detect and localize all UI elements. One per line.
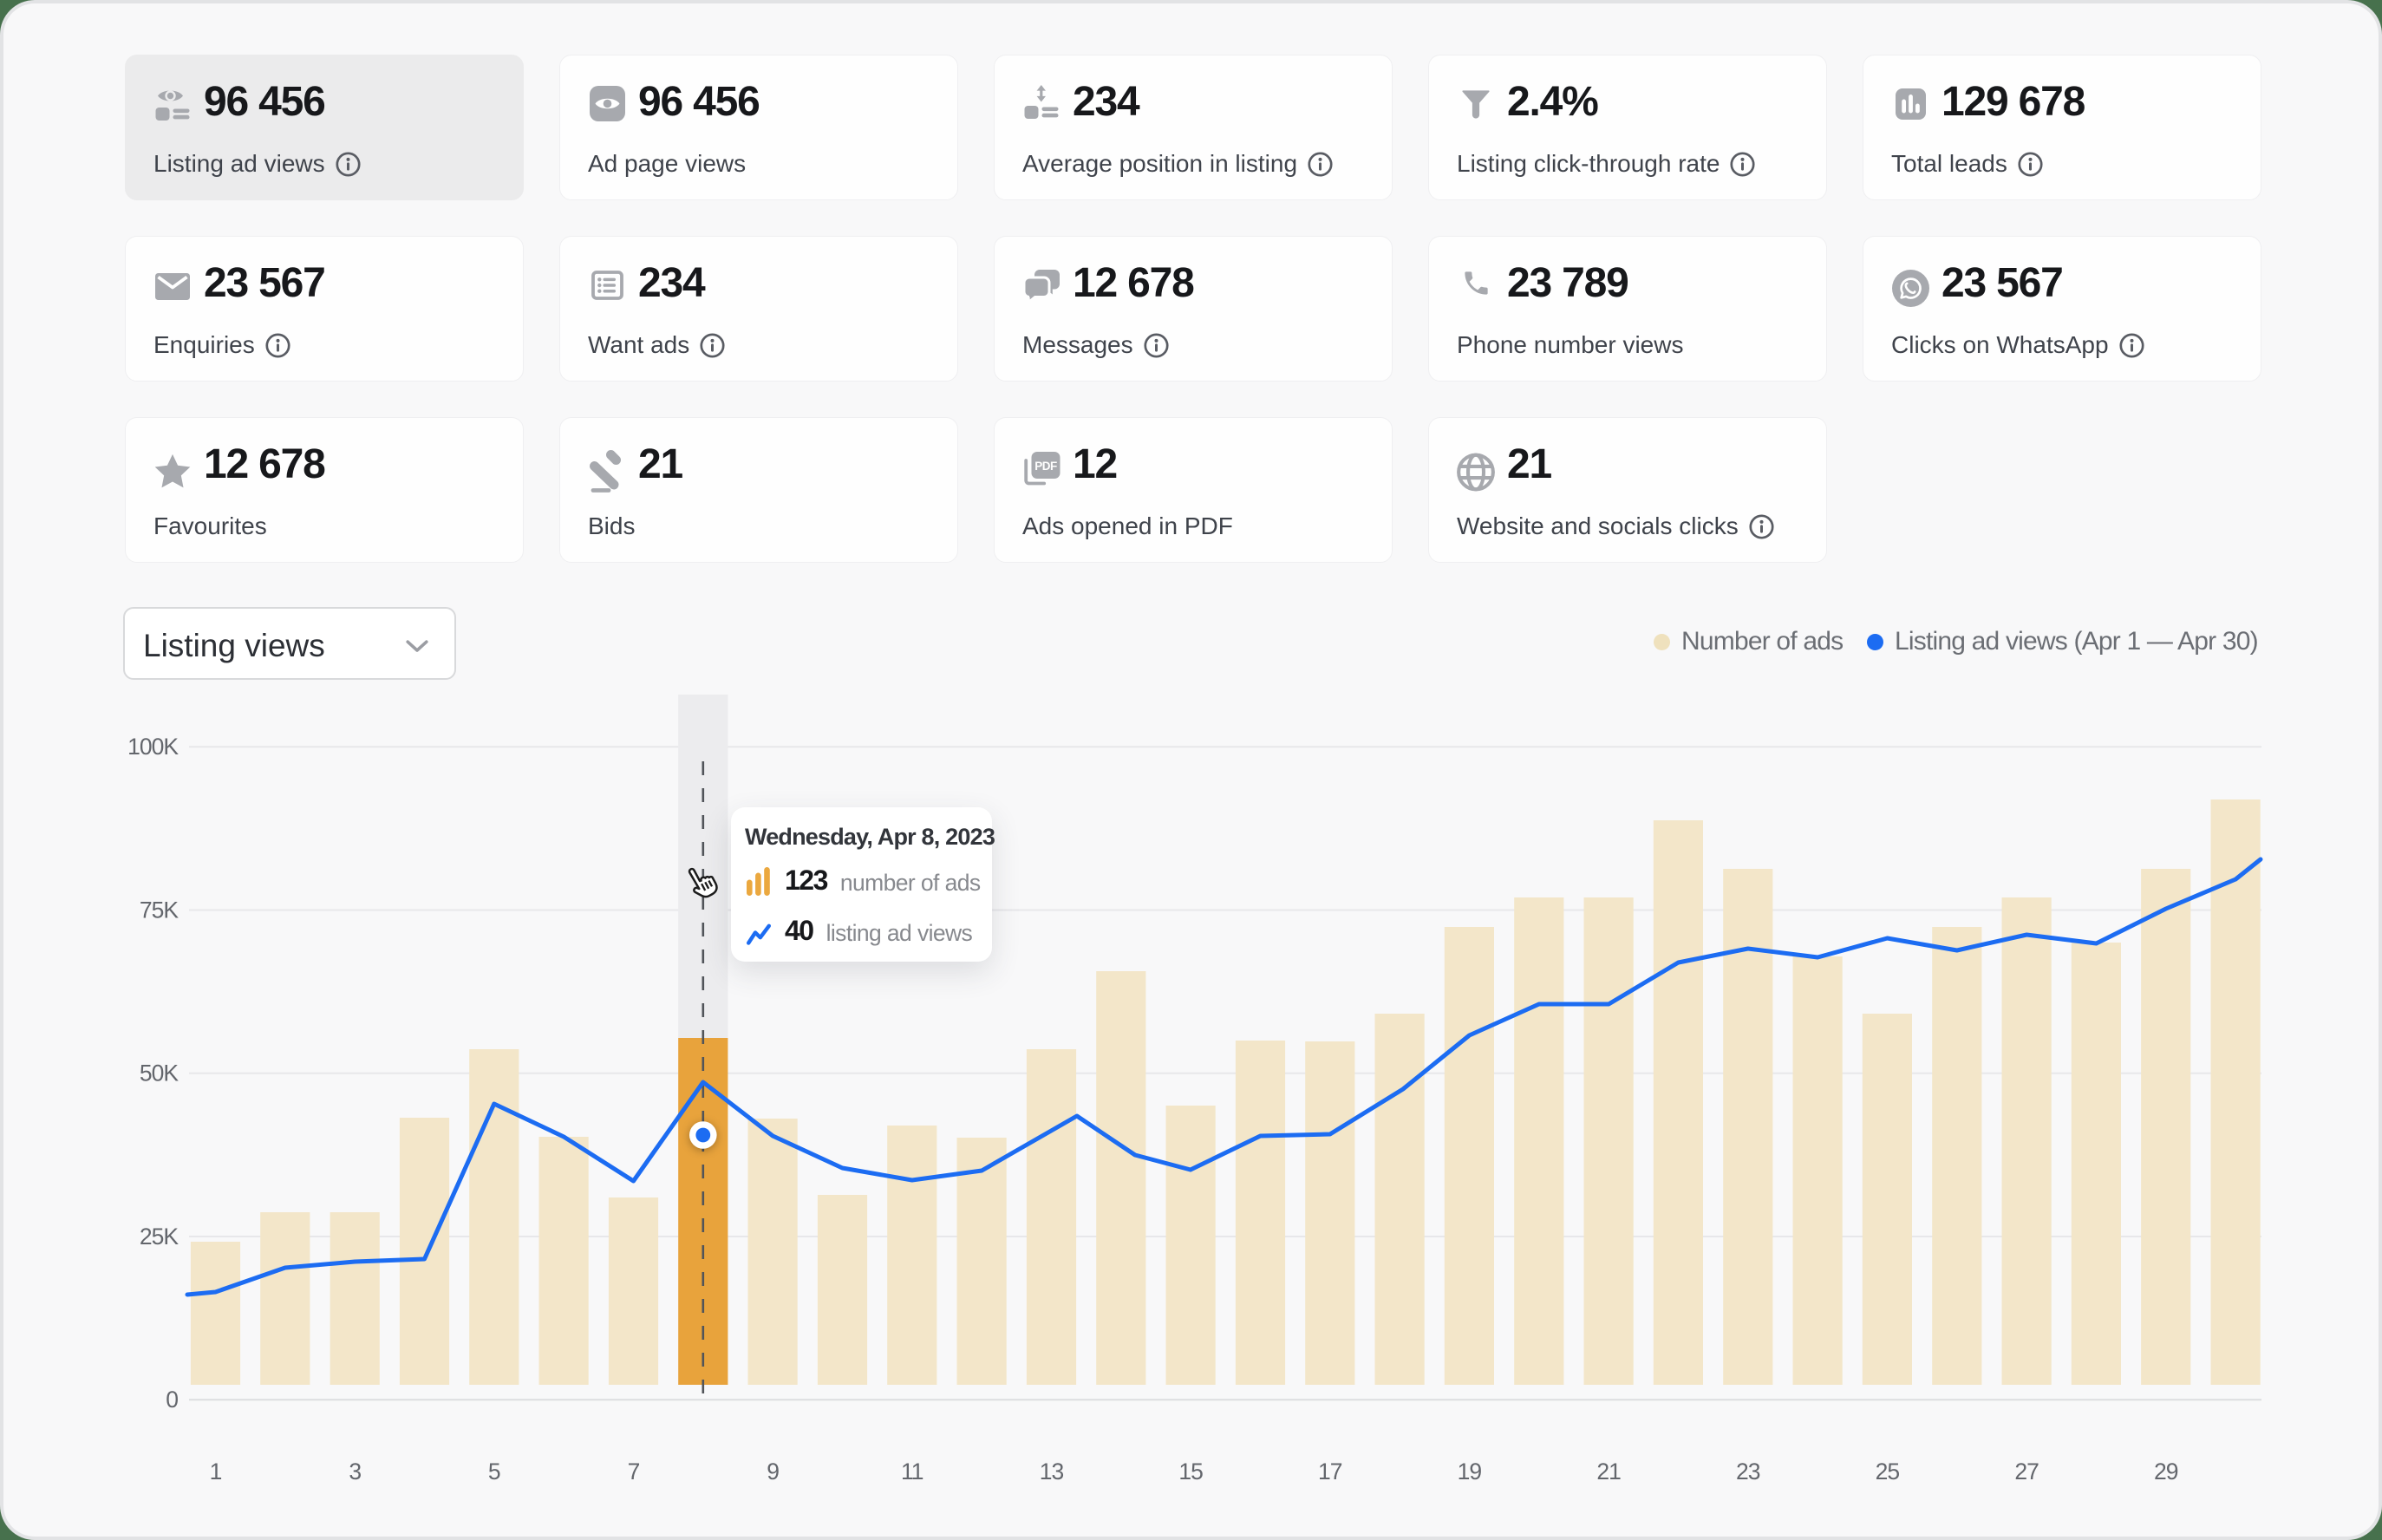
svg-text:1: 1	[210, 1458, 222, 1485]
svg-text:75K: 75K	[140, 897, 179, 923]
svg-text:11: 11	[901, 1458, 923, 1485]
svg-text:5: 5	[488, 1458, 500, 1485]
svg-text:3: 3	[349, 1458, 361, 1485]
svg-text:27: 27	[2014, 1458, 2039, 1485]
svg-text:50K: 50K	[140, 1060, 179, 1086]
svg-text:25K: 25K	[140, 1224, 179, 1250]
svg-text:13: 13	[1040, 1458, 1064, 1485]
svg-text:29: 29	[2154, 1458, 2178, 1485]
svg-text:9: 9	[767, 1458, 779, 1485]
svg-text:25: 25	[1876, 1458, 1900, 1485]
svg-text:21: 21	[1596, 1458, 1621, 1485]
svg-text:17: 17	[1318, 1458, 1342, 1485]
svg-text:PDF: PDF	[1034, 460, 1057, 473]
svg-text:19: 19	[1458, 1458, 1482, 1485]
svg-text:15: 15	[1178, 1458, 1203, 1485]
svg-text:0: 0	[166, 1387, 178, 1413]
svg-text:23: 23	[1736, 1458, 1760, 1485]
svg-text:7: 7	[628, 1458, 640, 1485]
svg-text:100K: 100K	[127, 734, 179, 760]
